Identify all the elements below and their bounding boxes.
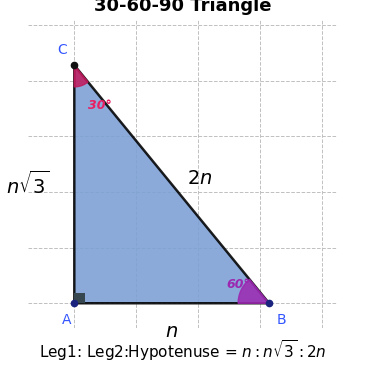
Bar <box>74 293 85 303</box>
Text: C: C <box>57 43 66 58</box>
Text: 60°: 60° <box>226 278 250 291</box>
Text: $n\sqrt{3}$: $n\sqrt{3}$ <box>7 171 50 198</box>
Text: B: B <box>277 313 287 326</box>
Text: $n$: $n$ <box>165 322 178 341</box>
Text: A: A <box>62 313 71 326</box>
Text: Leg1: Leg2:Hypotenuse = $n: n\sqrt{3} : 2n$: Leg1: Leg2:Hypotenuse = $n: n\sqrt{3} : … <box>39 337 326 363</box>
Text: 30°: 30° <box>88 99 112 112</box>
Polygon shape <box>74 65 88 87</box>
Polygon shape <box>238 279 269 303</box>
Title: 30-60-90 Triangle: 30-60-90 Triangle <box>94 0 271 15</box>
Polygon shape <box>74 65 269 303</box>
Text: $2n$: $2n$ <box>187 169 212 187</box>
